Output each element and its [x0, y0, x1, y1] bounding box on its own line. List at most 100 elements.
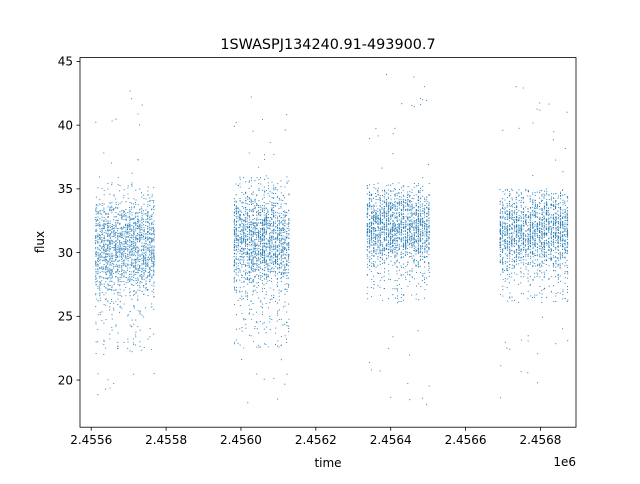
data-point	[105, 255, 107, 257]
data-point	[267, 241, 269, 243]
data-point	[95, 243, 97, 245]
data-point	[418, 199, 420, 201]
data-point	[252, 224, 254, 227]
data-point	[285, 338, 288, 340]
data-point	[249, 241, 251, 243]
data-point	[101, 248, 103, 250]
data-point	[258, 236, 260, 238]
data-point	[422, 258, 424, 260]
data-point	[127, 193, 129, 195]
data-point	[394, 224, 396, 226]
data-point	[254, 231, 256, 233]
data-point	[109, 242, 111, 244]
data-point	[121, 267, 123, 269]
data-point	[103, 225, 105, 227]
data-point	[375, 249, 377, 251]
data-point	[115, 256, 117, 258]
data-point	[394, 255, 396, 257]
data-point	[151, 270, 153, 272]
data-point	[265, 343, 267, 345]
data-point	[400, 202, 402, 204]
data-point	[288, 237, 290, 239]
data-point	[259, 245, 261, 247]
data-point	[422, 99, 424, 101]
data-point	[388, 203, 390, 205]
data-point	[241, 242, 243, 244]
data-point	[282, 324, 284, 326]
data-point	[248, 180, 250, 182]
data-point	[424, 201, 426, 203]
data-point	[420, 245, 422, 248]
data-point	[143, 259, 145, 261]
data-point	[265, 248, 267, 250]
data-point	[390, 205, 392, 207]
data-point	[409, 210, 411, 212]
data-point	[273, 189, 275, 191]
data-point	[101, 246, 103, 248]
data-point	[254, 327, 256, 329]
data-point	[103, 283, 105, 285]
data-point	[263, 239, 265, 241]
data-point	[151, 265, 153, 267]
data-point	[151, 276, 153, 278]
data-point	[278, 268, 280, 270]
data-point	[105, 281, 107, 283]
data-point	[97, 241, 99, 243]
data-point	[282, 275, 284, 277]
data-point	[392, 211, 394, 214]
data-point	[398, 204, 400, 206]
data-point	[121, 241, 123, 243]
data-point	[269, 256, 271, 258]
data-point	[392, 133, 394, 135]
data-point	[254, 268, 256, 270]
data-point	[244, 238, 246, 240]
data-point	[133, 229, 135, 231]
data-point	[119, 273, 121, 275]
data-point	[125, 246, 127, 248]
data-point	[385, 247, 387, 249]
data-point	[153, 236, 155, 238]
data-point	[133, 244, 135, 246]
data-point	[135, 211, 137, 213]
data-point	[143, 231, 145, 233]
data-point	[273, 245, 275, 247]
data-point	[379, 370, 381, 372]
data-point	[139, 280, 141, 282]
data-point	[237, 220, 239, 222]
data-point	[383, 209, 385, 211]
data-point	[149, 224, 151, 226]
data-point	[428, 236, 430, 238]
data-point	[121, 258, 123, 261]
data-point	[428, 225, 430, 227]
data-point	[276, 284, 278, 286]
data-point	[366, 274, 368, 276]
data-point	[262, 262, 264, 264]
data-point	[127, 231, 129, 233]
data-point	[105, 230, 107, 232]
data-point	[115, 289, 117, 291]
data-point	[243, 225, 245, 227]
data-point	[133, 240, 135, 242]
data-point	[261, 118, 264, 121]
data-point	[398, 200, 400, 202]
data-point	[250, 245, 252, 247]
data-point	[143, 249, 145, 251]
data-point	[129, 209, 131, 211]
data-point	[424, 246, 426, 248]
data-point	[127, 197, 129, 199]
data-point	[133, 252, 135, 254]
data-point	[262, 219, 264, 222]
data-point	[280, 256, 282, 258]
data-point	[127, 236, 129, 238]
data-point	[103, 235, 105, 237]
data-point	[235, 272, 237, 274]
data-point	[129, 249, 131, 251]
data-point	[105, 271, 107, 273]
data-point	[103, 207, 105, 209]
data-point	[101, 311, 103, 313]
data-point	[117, 219, 119, 221]
data-point	[369, 221, 371, 223]
data-point	[233, 125, 236, 127]
data-point	[422, 210, 424, 212]
data-point	[381, 194, 384, 196]
